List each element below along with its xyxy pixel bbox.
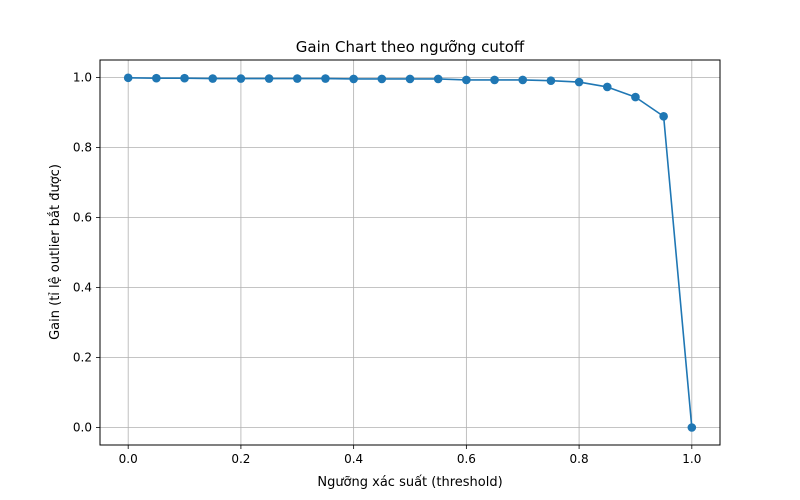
gain-point (405, 74, 415, 84)
gain-point (349, 74, 358, 84)
grid (100, 60, 720, 445)
gain-point (180, 73, 189, 83)
gain-line (128, 77, 693, 428)
x-tick-label: 1.0 (682, 452, 701, 466)
gain-point (462, 75, 471, 85)
y-tick-label: 0.4 (73, 281, 92, 295)
y-tick-label: 0.0 (73, 421, 92, 435)
y-tick-label: 0.8 (73, 141, 92, 155)
y-axis-label: Gain (tỉ lệ outlier bắt được) (48, 164, 63, 340)
x-tick-label: 0.2 (231, 452, 250, 466)
gain-point (152, 73, 161, 83)
y-tick-label: 1.0 (73, 71, 92, 85)
plot-area (123, 73, 697, 432)
x-tick-label: 0.4 (344, 452, 363, 466)
gain-point (123, 73, 133, 83)
y-tick-label: 0.6 (73, 211, 92, 225)
ticks: 0.0 0.2 0.4 0.6 0.8 1.0 0.0 0.2 0.4 0.6 0.8 1.0 (73, 71, 701, 467)
gain-point (518, 75, 528, 85)
gain-point (292, 74, 302, 83)
gain-point (574, 77, 584, 87)
gain-point (659, 112, 668, 121)
gain-point (236, 74, 246, 83)
gain-point (264, 74, 274, 83)
x-tick-label: 0.0 (119, 452, 138, 466)
x-axis-label: Ngưỡng xác suất (threshold) (317, 475, 502, 490)
gain-point (631, 92, 640, 102)
gain-point (602, 82, 612, 92)
gain-point (546, 76, 556, 85)
gain-point (208, 74, 218, 83)
axes-frame (99, 59, 721, 446)
chart-title: Gain Chart theo ngưỡng cutoff (296, 38, 525, 56)
gain-point (377, 74, 387, 84)
gain-point (433, 74, 443, 84)
gain-point (490, 75, 499, 85)
y-tick-label: 0.2 (73, 351, 92, 365)
x-tick-label: 0.8 (570, 452, 589, 466)
gain-point (321, 74, 330, 83)
x-tick-label: 0.6 (457, 452, 476, 466)
gain-point (687, 423, 697, 432)
